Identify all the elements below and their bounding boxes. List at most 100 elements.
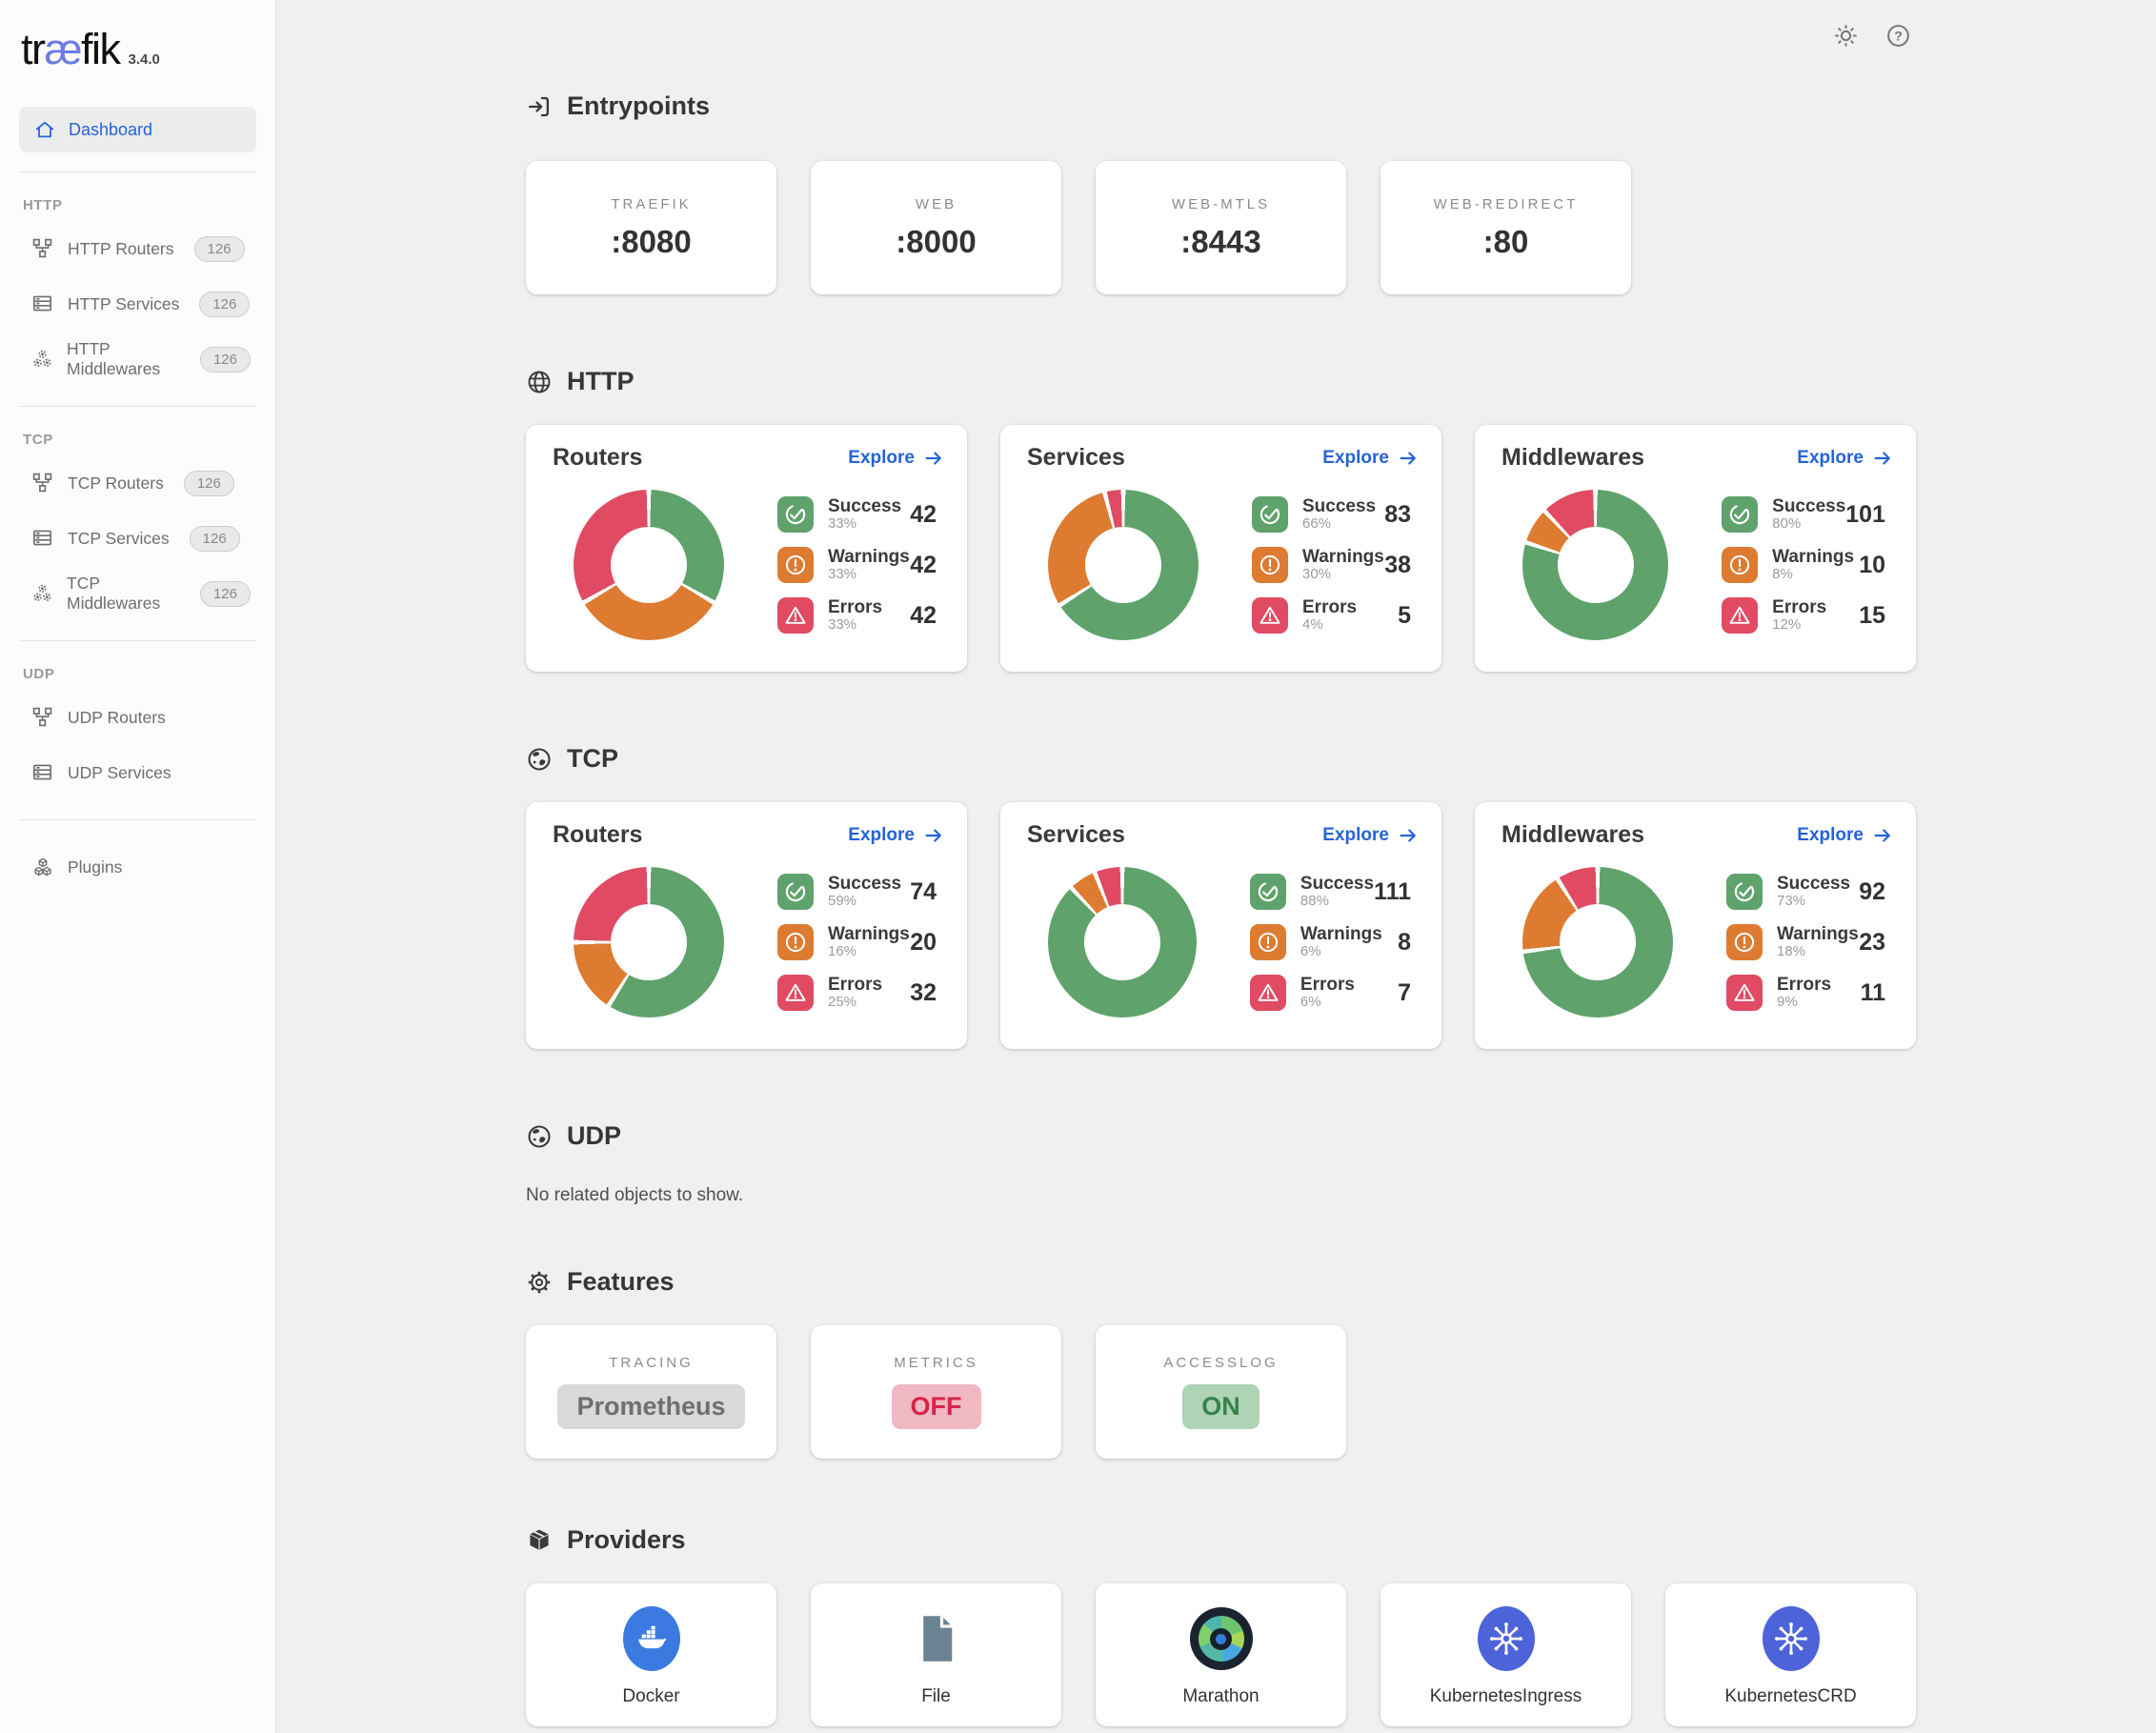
globe-wireframe-icon [526, 369, 553, 395]
http-middlewares-card: Middlewares Explore Success 80% 101 Warn [1475, 425, 1916, 672]
sidebar-item-dashboard[interactable]: Dashboard [19, 107, 256, 152]
http-routers-donut-chart [574, 490, 724, 640]
provider-name: KubernetesIngress [1429, 1686, 1582, 1706]
udp-section-header: UDP [526, 1121, 1916, 1151]
provider-card-file: File [811, 1583, 1061, 1726]
sidebar-item-http-services[interactable]: HTTP Services 126 [19, 276, 256, 332]
error-triangle-icon [1726, 975, 1763, 1011]
warning-circle-icon [1726, 924, 1763, 960]
sidebar-item-label: Dashboard [69, 119, 153, 139]
http-services-card: Services Explore Success 66% 83 Warnings [1000, 425, 1441, 672]
success-stat: Success 80% 101 [1722, 496, 1891, 533]
arrow-right-icon [1398, 448, 1419, 469]
sidebar-item-label: TCP Routers [68, 473, 164, 493]
section-title: UDP [567, 1121, 622, 1150]
count-badge: 126 [199, 346, 251, 373]
sidebar-item-tcp-routers[interactable]: TCP Routers 126 [19, 455, 256, 511]
kubernetes-icon [1477, 1606, 1535, 1671]
explore-link[interactable]: Explore [1322, 825, 1419, 846]
file-icon [908, 1604, 965, 1673]
provider-cards: Docker File Marathon KubernetesIngress K… [526, 1583, 1916, 1726]
routers-icon [32, 473, 53, 494]
sidebar-item-http-routers[interactable]: HTTP Routers 126 [19, 221, 256, 276]
sidebar: træfik 3.4.0 Dashboard HTTP HTTP Routers… [0, 0, 276, 1733]
card-title: Services [1027, 444, 1125, 471]
theme-toggle-sun-icon[interactable] [1833, 23, 1859, 49]
tcp-middlewares-card: Middlewares Explore Success 73% 92 Warni [1475, 802, 1916, 1049]
errors-stat: Errors 4% 5 [1252, 597, 1417, 634]
warnings-stat: Warnings 33% 42 [777, 547, 942, 583]
explore-link[interactable]: Explore [1797, 825, 1893, 846]
provider-name: Docker [622, 1686, 680, 1706]
tcp-cards: Routers Explore Success 59% 74 Warnings 1 [526, 802, 1916, 1049]
divider [19, 640, 256, 641]
http-middlewares-donut-chart [1522, 490, 1669, 640]
entrypoint-card-web: WEB :8000 [811, 161, 1061, 294]
errors-stat: Errors 12% 15 [1722, 597, 1891, 634]
section-title: HTTP [567, 367, 635, 395]
success-check-icon [1726, 874, 1763, 910]
sidebar-item-tcp-services[interactable]: TCP Services 126 [19, 511, 256, 566]
provider-card-marathon: Marathon [1096, 1583, 1346, 1726]
feature-card-accesslog: ACCESSLOG ON [1096, 1325, 1346, 1459]
entrypoint-card-traefik: TRAEFIK :8080 [526, 161, 776, 294]
count-badge: 126 [189, 525, 240, 552]
http-services-donut-chart [1048, 490, 1199, 640]
version-label: 3.4.0 [128, 51, 160, 68]
middlewares-icon [32, 349, 52, 370]
explore-link[interactable]: Explore [848, 448, 944, 469]
explore-link[interactable]: Explore [848, 825, 944, 846]
arrow-right-icon [1872, 825, 1893, 846]
tcp-section-header: TCP [526, 744, 1916, 774]
udp-empty-message: No related objects to show. [526, 1185, 744, 1205]
section-title: TCP [567, 744, 618, 773]
arrow-right-icon [923, 448, 944, 469]
tcp-routers-card: Routers Explore Success 59% 74 Warnings 1 [526, 802, 967, 1049]
http-section-header: HTTP [526, 367, 1916, 396]
card-title: Middlewares [1501, 444, 1645, 471]
http-routers-card: Routers Explore Success 33% 42 Warnings 3 [526, 425, 967, 672]
success-stat: Success 59% 74 [777, 874, 942, 910]
card-title: Routers [553, 821, 643, 848]
sidebar-item-label: HTTP Middlewares [67, 339, 161, 378]
explore-link[interactable]: Explore [1797, 448, 1893, 469]
sidebar-item-tcp-middlewares[interactable]: TCP Middlewares 126 [19, 566, 256, 621]
marathon-icon [1189, 1607, 1253, 1670]
section-title: Providers [567, 1525, 686, 1554]
services-icon [32, 528, 53, 549]
errors-stat: Errors 25% 32 [777, 975, 942, 1011]
tcp-middlewares-donut-chart [1522, 867, 1673, 1018]
error-triangle-icon [777, 975, 814, 1011]
sidebar-section-udp: UDP [23, 666, 55, 682]
help-icon[interactable] [1885, 23, 1911, 49]
middlewares-icon [32, 583, 52, 604]
entrypoint-name: WEB [915, 195, 957, 212]
sidebar-item-label: HTTP Routers [68, 238, 174, 258]
success-check-icon [777, 874, 814, 910]
globe-earth-icon [526, 1123, 553, 1150]
sidebar-item-plugins[interactable]: Plugins [19, 839, 256, 895]
feature-cards: TRACING Prometheus METRICS OFF ACCESSLOG… [526, 1325, 1916, 1459]
sidebar-item-udp-routers[interactable]: UDP Routers [19, 690, 256, 745]
sidebar-item-label: HTTP Services [68, 293, 180, 313]
error-triangle-icon [777, 597, 814, 634]
explore-link[interactable]: Explore [1322, 448, 1419, 469]
sidebar-item-udp-services[interactable]: UDP Services [19, 745, 256, 800]
logo-text: træfik [21, 25, 121, 73]
feature-name: ACCESSLOG [1163, 1355, 1279, 1371]
warnings-stat: Warnings 16% 20 [777, 924, 942, 960]
provider-name: File [921, 1686, 951, 1706]
provider-name: Marathon [1182, 1686, 1259, 1706]
entrypoint-port: :8000 [896, 223, 977, 259]
feature-card-tracing: TRACING Prometheus [526, 1325, 776, 1459]
divider [19, 819, 256, 820]
sidebar-section-http: HTTP [23, 197, 63, 213]
entrypoints-section-header: Entrypoints [526, 0, 1916, 121]
sidebar-item-http-middlewares[interactable]: HTTP Middlewares 126 [19, 332, 256, 387]
sidebar-item-label: TCP Services [68, 528, 170, 548]
card-title: Middlewares [1501, 821, 1645, 848]
success-check-icon [1249, 874, 1286, 910]
services-icon [32, 762, 53, 783]
feature-name: TRACING [609, 1355, 694, 1371]
sidebar-item-label: UDP Routers [68, 707, 166, 727]
